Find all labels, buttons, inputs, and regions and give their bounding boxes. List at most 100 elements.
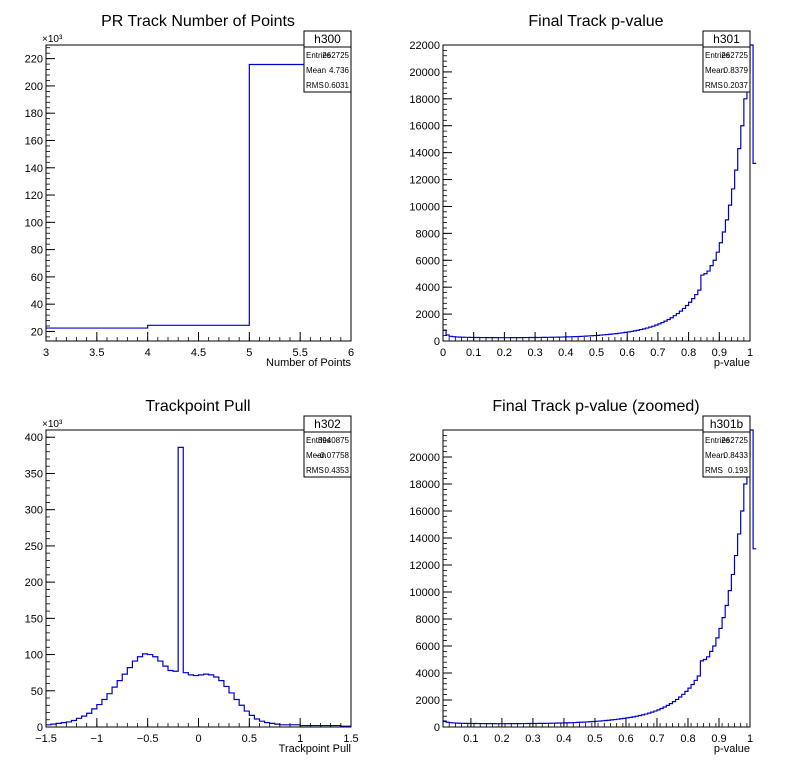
- stats-row-label: Mean: [705, 66, 725, 75]
- x-tick-label: 1: [747, 347, 753, 359]
- stats-row-value: 4.736: [329, 66, 350, 75]
- histogram-panel-2: Final Track p-value 0 0.1 0.2 0.3 0.4 0.5 0.6 0.…: [409, 13, 757, 369]
- y-exponent-label: ×10³: [42, 419, 63, 430]
- x-tick-label: 0.1: [466, 347, 481, 359]
- histogram-panel-1: PR Track Number of Points 3 3.5 4 4.5 5 5.5 6 20…: [25, 13, 354, 369]
- x-tick-label: 0.2: [497, 347, 512, 359]
- y-tick-label: 100: [25, 217, 43, 229]
- x-tick-label: 4: [145, 347, 151, 359]
- chart-title: Final Track p-value (zoomed): [492, 398, 699, 415]
- y-tick-label: 0: [37, 722, 43, 734]
- y-tick-label: 100: [25, 650, 43, 662]
- y-tick-label: 6000: [416, 255, 440, 267]
- x-tick-label: 0.8: [681, 347, 696, 359]
- x-tick-label: 0: [195, 733, 201, 745]
- y-exponent-label: ×10³: [42, 34, 63, 45]
- stats-box-name: h302: [314, 417, 341, 431]
- stats-row-value: 262725: [721, 51, 748, 60]
- x-tick-label: 0.3: [525, 733, 540, 745]
- stats-box-frame: [303, 415, 352, 478]
- x-tick-label: 1: [747, 733, 753, 745]
- y-tick-label: 12000: [409, 175, 440, 187]
- stats-row-label: Mean: [306, 66, 326, 75]
- x-axis-label: p-value: [714, 357, 750, 369]
- y-tick-label: 250: [25, 541, 43, 553]
- x-tick-label: 4.5: [191, 347, 206, 359]
- x-tick-label: −1: [91, 733, 104, 745]
- stats-row-label: RMS: [705, 466, 723, 475]
- y-tick-label: 200: [25, 577, 43, 589]
- y-tick-label: 220: [25, 54, 43, 66]
- histogram-panel-3: Trackpoint Pull −1.5 −1 −0.5 0 0.5 1 1.5 0 50 100 1…: [25, 398, 359, 755]
- x-tick-label: −0.5: [137, 733, 159, 745]
- x-tick-label: 0.2: [494, 733, 509, 745]
- chart-title: PR Track Number of Points: [101, 13, 295, 30]
- y-tick-label: 22000: [409, 40, 440, 52]
- y-tick-label: 6000: [416, 641, 440, 653]
- stats-row-value: 262725: [322, 51, 349, 60]
- stats-row-label: Mean: [306, 451, 326, 460]
- y-tick-label: 40: [31, 299, 43, 311]
- y-tick-label: 200: [25, 81, 43, 93]
- stats-row-label: Entries: [705, 51, 730, 60]
- y-tick-label: 0: [434, 722, 440, 734]
- stats-row-value: 0.8379: [724, 66, 749, 75]
- histogram-line: [46, 63, 351, 329]
- x-tick-label: 0.6: [618, 733, 633, 745]
- y-tick-label: 20: [31, 326, 43, 338]
- x-tick-label: 6: [348, 347, 354, 359]
- plot-frame: [442, 429, 751, 728]
- y-tick-label: 12000: [409, 560, 440, 572]
- y-tick-label: 400: [25, 432, 43, 444]
- y-tick-label: 4000: [416, 668, 440, 680]
- stats-row-label: Mean: [705, 451, 725, 460]
- x-tick-label: 0.6: [620, 347, 635, 359]
- x-tick-label: 1.5: [343, 733, 358, 745]
- x-tick-label: 0.1: [463, 733, 478, 745]
- x-tick-label: 0.5: [242, 733, 257, 745]
- x-axis-label: p-value: [714, 743, 750, 755]
- stats-row-label: Entries: [306, 436, 331, 445]
- x-tick-label: 5.5: [293, 347, 308, 359]
- y-tick-label: 8000: [416, 614, 440, 626]
- y-tick-label: 120: [25, 190, 43, 202]
- y-tick-label: 16000: [409, 121, 440, 133]
- x-tick-label: 0.3: [527, 347, 542, 359]
- stats-row-value: 0.8433: [724, 451, 749, 460]
- x-tick-label: 0.4: [556, 733, 571, 745]
- histogram-panel-4: Final Track p-value (zoomed) 0.1 0.2 0.3 0.4…: [409, 398, 757, 755]
- y-tick-label: 300: [25, 505, 43, 517]
- y-tick-label: 20000: [409, 452, 440, 464]
- y-tick-label: 140: [25, 163, 43, 175]
- chart-title: Final Track p-value: [528, 13, 663, 30]
- stats-row-value: 0.193: [728, 466, 749, 475]
- y-tick-label: 18000: [409, 479, 440, 491]
- stats-box-frame: [702, 30, 751, 93]
- x-tick-label: 3: [43, 347, 49, 359]
- y-tick-label: 180: [25, 108, 43, 120]
- y-tick-label: 80: [31, 245, 43, 257]
- y-tick-label: 14000: [409, 533, 440, 545]
- stats-row-value: 3940875: [318, 436, 350, 445]
- y-tick-label: 0: [434, 336, 440, 348]
- y-tick-label: 50: [31, 686, 43, 698]
- y-tick-label: 10000: [409, 587, 440, 599]
- y-tick-label: 16000: [409, 506, 440, 518]
- x-tick-label: 0.8: [680, 733, 695, 745]
- histogram-line: [443, 429, 757, 725]
- x-tick-label: 5: [246, 347, 252, 359]
- x-tick-label: 0.9: [711, 733, 726, 745]
- y-tick-label: 4000: [416, 282, 440, 294]
- x-tick-label: 1: [297, 733, 303, 745]
- stats-row-value: 0.6031: [325, 81, 350, 90]
- x-tick-label: −1.5: [35, 733, 57, 745]
- y-tick-label: 60: [31, 272, 43, 284]
- stats-row-value: 262725: [721, 436, 748, 445]
- stats-row-label: Entries: [306, 51, 331, 60]
- y-tick-label: 350: [25, 468, 43, 480]
- stats-box-frame: [702, 415, 751, 478]
